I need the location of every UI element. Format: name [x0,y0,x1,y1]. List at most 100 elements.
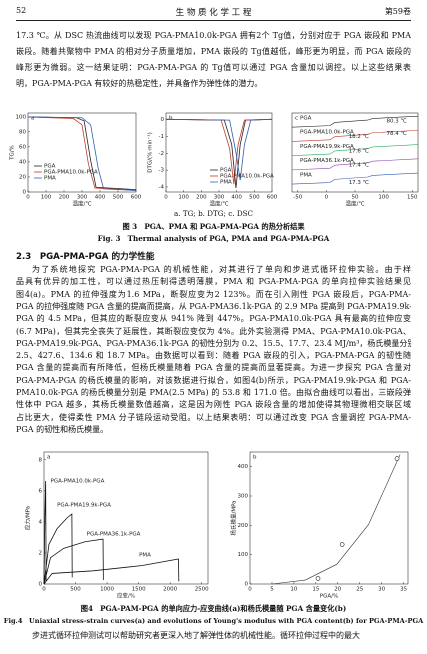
text-line: PGA-PMA19.9k-PGA、PGA-PMA36.1k-PGA 的韧性分别为… [16,338,411,348]
y-tick-label: 2 [39,550,43,556]
panel-letter: b [253,455,257,461]
y-tick-label: 0 [23,190,27,196]
text-line: PGA 的 4.5 MPa，但其应的断裂应变从 941% 降到 447%。PGA… [16,314,411,324]
y-tick-label: 8 [39,457,43,463]
text-line: 品具有优异的加工性，可以通过热压制得透明薄膜，PMA 和 PGA-PMA-PGA… [16,277,411,287]
panel-letter: a [47,455,50,461]
text-line: PGA 的拉伸强度随 PGA 含量的提高而提高，从 PGA-PMA36.1k-P… [16,301,411,311]
x-tick-label: -50 [293,195,302,201]
x-tick-label: 300 [214,195,225,201]
peak-label: 78.4 ℃ [387,130,407,137]
x-tick-label: 5 [270,587,274,593]
y-tick-label: -4 [159,184,165,190]
x-tick-label: 150 [407,195,418,201]
page-number: 52 [16,6,27,15]
y-tick-label: 80 [19,129,26,135]
text-line: 2.5、427.6、134.6 和 18.7 MPa。由数据可以看到：随着 PG… [16,351,411,361]
x-axis-label: 应变/% [117,592,135,600]
y-tick-label: 100 [16,114,27,120]
y-tick-label: 4 [39,519,43,525]
x-tick-label: 200 [59,195,70,201]
y-tick-label: -3 [159,168,165,174]
text-line: 明，PGA-PMA-PGA 有较好的热稳定性，并具备作为弹性体的潜力。 [16,79,263,88]
y-axis-label: 应力/MPa [24,506,32,530]
x-tick-label: 50 [352,195,359,201]
text-line: 嵌段。随着共聚物中 PMA 的相对分子质量增加，PMA 嵌段的 Tg值越低，峰形… [16,47,411,56]
curve-label: PGA-PMA10.0k-PGA [51,479,105,485]
x-tick-label: 400 [231,195,242,201]
x-tick-label: 25 [356,587,363,593]
y-axis-label: DTG/(%·min⁻¹) [147,132,154,172]
x-axis-label: PGA/% [320,594,338,600]
x-tick-label: 0 [325,195,329,201]
y-tick-label: 40 [19,159,26,165]
text-line: 占比更大，使得柔性 PMA 分子链段运动受阻。以上结果表明：可以通过改变 PGA… [16,412,411,422]
curve [27,116,137,191]
figure-subcaption: a. TG; b. DTG; c. DSC [173,209,254,218]
legend-label: PGA [44,164,56,170]
legend-label: PMA [220,180,232,186]
curve-label: PGA-PMA36.1k-PGA [300,158,354,164]
text-line: PGA 含量的提高而有所降低，但杨氏模量随着 PGA 含量的提高而显著提高。为进… [16,363,411,373]
text-line: 步进式循环拉伸测试可以帮助研究者更深入地了解弹性体的机械性能。循环拉伸过程中的最… [32,631,360,640]
curve [43,558,180,585]
curve-label: PMA [139,552,151,558]
x-tick-label: 500 [70,587,81,593]
header-rule [16,20,411,21]
legend-label: PGA [220,168,232,174]
x-axis-label: 温度/℃ [209,200,228,208]
x-tick-label: 0 [26,195,30,201]
text-line: PGA 的韧性和杨氏模量。 [16,424,109,434]
legend-label: PMA [44,176,56,182]
figure-caption-cn: 图 3 PGA、PMA 和 PGA-PMA-PGA 的热分析结果 [122,222,305,231]
curve [43,481,47,585]
peak-label: 17.3 ℃ [349,179,369,186]
y-tick-label: 100 [238,552,249,558]
curve-label: PGA-PMA19.9k-PGA [57,502,111,508]
journal-title: 生 物 质 化 学 工 程 [175,8,252,18]
peak-label: 17.6 ℃ [349,147,369,154]
text-line: 17.3 ℃。从 DSC 热流曲线可以发现 PGA-PMA10.0k-PGA 拥… [16,31,411,40]
x-tick-label: 35 [400,587,407,593]
y-tick-label: 0 [39,582,43,588]
x-tick-label: 100 [41,195,52,201]
plot-frame [249,451,409,585]
x-tick-label: 600 [131,195,142,201]
x-tick-label: 0 [164,195,168,201]
x-tick-label: 600 [267,195,278,201]
curve [291,115,419,128]
panel-letter: a [31,116,34,122]
data-point [394,456,400,461]
curve [291,144,419,156]
curve-label: PGA-PMA10.0k-PGA [300,130,354,136]
y-tick-label: -1 [159,134,164,140]
y-axis-label: TG/% [10,145,16,161]
text-line: PGA-PMA-PGA 的杨氏模量的影响，对该数据进行拟合，如图4(b)所示，P… [16,375,411,385]
y-tick-label: 0 [161,117,165,123]
legend-label: PGA-PMA10.0k-PGA [220,174,274,180]
x-tick-label: 0 [248,587,252,593]
y-tick-label: 20 [19,174,26,180]
y-tick-label: 6 [39,488,43,494]
text-line: 图4(a)。PMA 的拉伸强度为1.6 MPa，断裂应变为2 123%。而在引入… [16,289,411,299]
x-tick-label: 10 [290,587,297,593]
x-tick-label: 2000 [163,587,177,593]
x-axis-label: 温度/℃ [72,200,91,208]
x-tick-label: 20 [334,587,341,593]
x-tick-label: 400 [95,195,106,201]
panel-letter: c [295,116,298,122]
figure-caption-cn: 图4 PGA-PAM-PGA 的单向应力-应变曲线(a)和杨氏模量随 PGA 含… [80,604,347,613]
peak-label: 18.2 ℃ [349,133,369,140]
x-tick-label: 200 [196,195,207,201]
text-line: 性体中 PGA 越多，其杨氏模量数值越高，这是因为刚性 PGA 嵌段含量的增加使… [16,400,411,410]
y-tick-label: 300 [238,494,249,500]
curve [272,454,401,585]
curve-label: PGA-PMA19.9k-PGA [300,144,354,150]
curve-label: PGA [300,115,312,121]
volume: 第59卷 [384,7,411,16]
curve [27,116,137,191]
x-axis-label: 温度/℃ [345,200,364,208]
y-tick-label: 0 [245,582,249,588]
